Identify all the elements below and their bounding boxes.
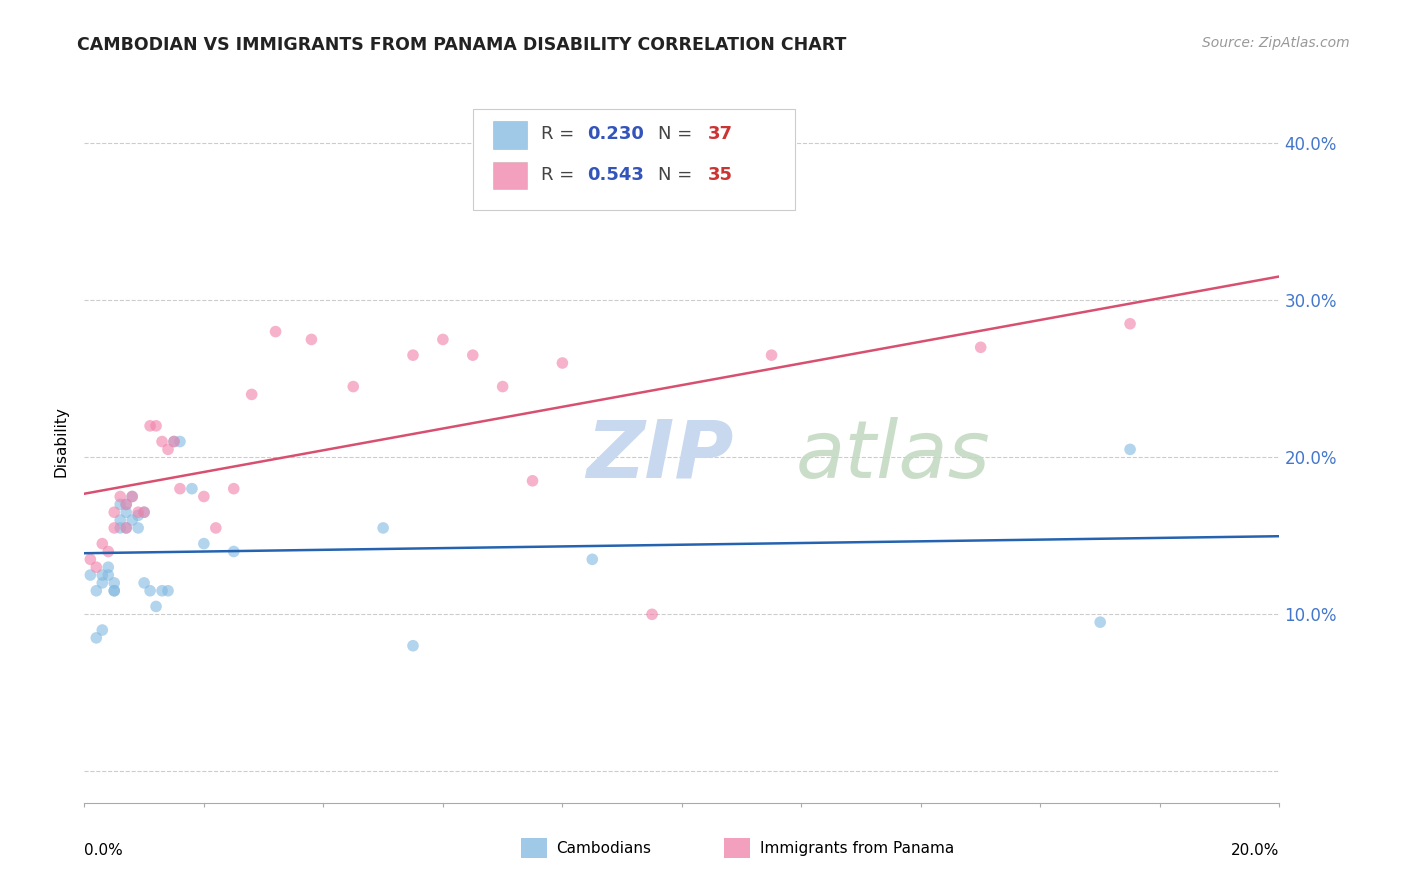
Text: 35: 35 [709,166,733,184]
Point [115,497,138,511]
Text: N =: N = [658,126,697,144]
Point [115,521,138,535]
Point [970,340,993,354]
Point [91,568,114,582]
Point [761,348,783,362]
Point [169,482,191,496]
Text: ZIP: ZIP [586,417,734,495]
Point [97,560,120,574]
Point [1119,317,1142,331]
Point [103,505,125,519]
Point [240,387,263,401]
Point [1090,615,1112,630]
Point [91,575,114,590]
Point [132,505,156,519]
Point [127,505,149,519]
Text: Source: ZipAtlas.com: Source: ZipAtlas.com [1202,36,1350,50]
Point [139,583,162,598]
Text: 37: 37 [709,126,733,144]
Point [193,536,215,550]
Point [1119,442,1142,457]
Point [121,490,143,504]
Point [157,583,180,598]
Point [581,552,603,566]
Point [145,418,167,433]
Point [222,544,245,558]
Point [121,490,143,504]
Point [115,521,138,535]
Text: Cambodians: Cambodians [557,841,651,855]
Point [91,623,114,637]
Point [402,348,425,362]
Y-axis label: Disability: Disability [53,406,69,477]
Point [115,505,138,519]
Point [264,325,287,339]
Point [402,639,425,653]
Point [193,490,215,504]
Point [181,482,204,496]
Point [157,442,180,457]
Point [103,583,125,598]
Point [150,434,173,449]
FancyBboxPatch shape [520,838,547,858]
Point [103,521,125,535]
Point [139,418,162,433]
Point [150,583,173,598]
Point [132,505,156,519]
Text: 0.0%: 0.0% [84,843,124,857]
Point [163,434,186,449]
Point [169,434,191,449]
Point [432,333,454,347]
Text: CAMBODIAN VS IMMIGRANTS FROM PANAMA DISABILITY CORRELATION CHART: CAMBODIAN VS IMMIGRANTS FROM PANAMA DISA… [77,36,846,54]
Point [103,575,125,590]
Point [115,497,138,511]
FancyBboxPatch shape [724,838,749,858]
Point [86,631,108,645]
Point [461,348,484,362]
Text: R =: R = [541,126,579,144]
Point [110,521,132,535]
Point [110,497,132,511]
Point [86,560,108,574]
Point [97,568,120,582]
Point [121,513,143,527]
Text: 0.543: 0.543 [588,166,644,184]
Point [522,474,544,488]
Text: R =: R = [541,166,579,184]
Text: atlas: atlas [796,417,990,495]
Point [103,583,125,598]
Point [97,544,120,558]
Point [91,536,114,550]
Point [205,521,228,535]
Text: 0.230: 0.230 [588,126,644,144]
Point [127,508,149,523]
Point [301,333,323,347]
FancyBboxPatch shape [472,109,796,211]
Point [222,482,245,496]
Point [373,521,395,535]
Point [145,599,167,614]
Point [132,575,156,590]
Point [492,379,515,393]
Point [342,379,364,393]
Point [551,356,574,370]
FancyBboxPatch shape [494,162,527,189]
Point [127,521,149,535]
Point [110,490,132,504]
Point [641,607,664,622]
Text: Immigrants from Panama: Immigrants from Panama [759,841,953,855]
FancyBboxPatch shape [494,121,527,149]
Point [110,513,132,527]
Text: N =: N = [658,166,697,184]
Point [79,552,101,566]
Point [163,434,186,449]
Text: 20.0%: 20.0% [1232,843,1279,857]
Point [86,583,108,598]
Point [79,568,101,582]
